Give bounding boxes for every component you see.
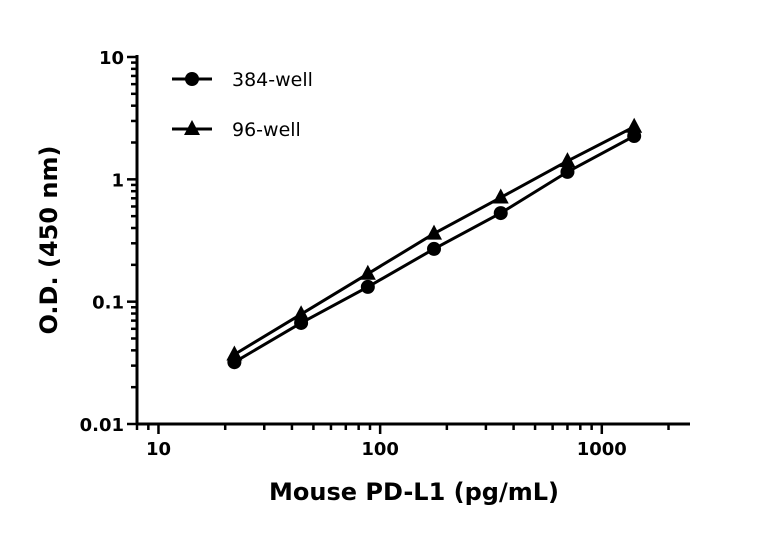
legend-item: 384-well (172, 69, 313, 91)
triangle-marker (492, 188, 509, 204)
triangle-marker (559, 152, 576, 168)
y-tick-label: 1 (111, 170, 124, 191)
triangle-marker (293, 305, 310, 321)
triangle-marker (426, 224, 443, 240)
series-96-well (226, 117, 643, 361)
x-tick-label: 1000 (577, 439, 627, 460)
legend: 384-well 96-well (172, 69, 313, 141)
x-axis-label: Mouse PD-L1 (pg/mL) (269, 478, 559, 506)
series-line (233, 125, 635, 356)
series-384-well (227, 129, 642, 370)
axes: 10 100 1000 0.01 0.1 1 10 (80, 48, 690, 460)
circle-marker (493, 206, 508, 221)
series-layer (226, 117, 643, 370)
circle-marker (427, 241, 442, 256)
y-tick-label: 0.1 (92, 293, 124, 314)
legend-item: 96-well (172, 119, 301, 141)
x-tick-label: 100 (361, 439, 399, 460)
y-axis-label: O.D. (450 nm) (35, 146, 63, 335)
triangle-marker (626, 117, 643, 133)
y-tick-label: 10 (99, 48, 124, 69)
y-tick-label: 0.01 (80, 415, 124, 436)
triangle-marker (184, 120, 200, 135)
circle-marker (360, 279, 375, 294)
triangle-marker (359, 264, 376, 280)
triangle-marker (226, 345, 243, 361)
circle-marker (185, 72, 199, 86)
legend-label: 384-well (232, 69, 313, 91)
legend-label: 96-well (232, 119, 301, 141)
x-tick-label: 10 (146, 439, 171, 460)
circle-marker (560, 164, 575, 179)
